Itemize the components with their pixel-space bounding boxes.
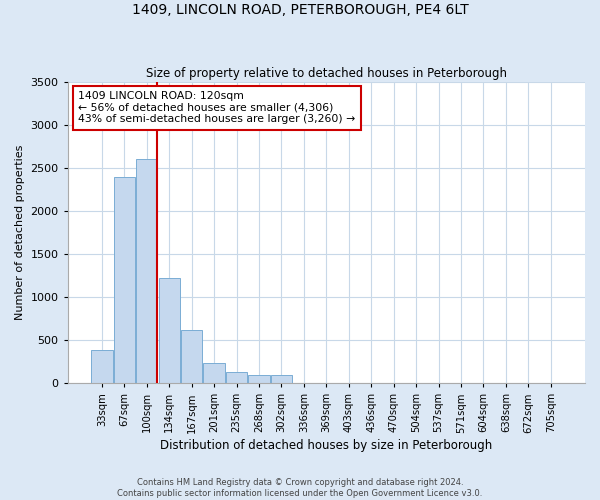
Bar [91,350,113,383]
Bar [181,330,202,383]
Text: 1409 LINCOLN ROAD: 120sqm
← 56% of detached houses are smaller (4,306)
43% of se: 1409 LINCOLN ROAD: 120sqm ← 56% of detac… [78,91,355,124]
Bar [203,364,225,383]
Bar [158,278,180,383]
Y-axis label: Number of detached properties: Number of detached properties [15,145,25,320]
Bar [113,176,135,383]
X-axis label: Distribution of detached houses by size in Peterborough: Distribution of detached houses by size … [160,440,493,452]
Text: 1409, LINCOLN ROAD, PETERBOROUGH, PE4 6LT: 1409, LINCOLN ROAD, PETERBOROUGH, PE4 6L… [131,2,469,16]
Text: Contains HM Land Registry data © Crown copyright and database right 2024.
Contai: Contains HM Land Registry data © Crown c… [118,478,482,498]
Bar [136,160,157,383]
Bar [248,374,269,383]
Title: Size of property relative to detached houses in Peterborough: Size of property relative to detached ho… [146,66,507,80]
Bar [226,372,247,383]
Bar [271,374,292,383]
